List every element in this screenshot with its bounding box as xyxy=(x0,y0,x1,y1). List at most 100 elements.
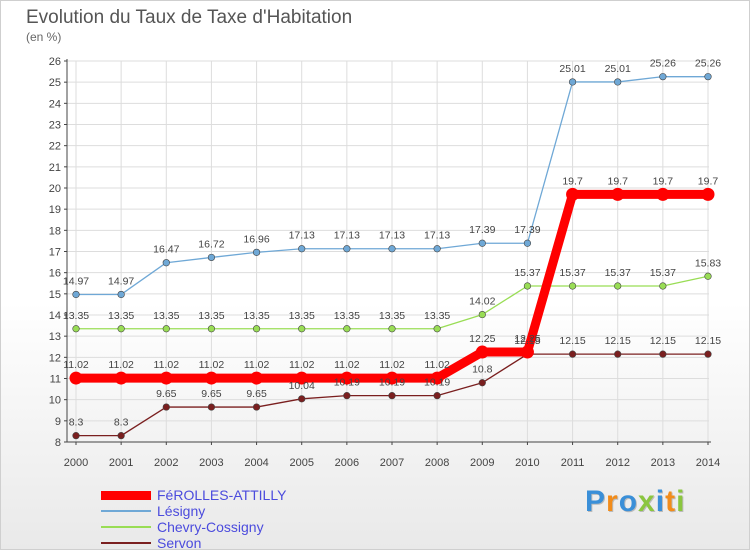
x-tick-label: 2011 xyxy=(561,457,585,469)
data-label: 12.15 xyxy=(605,335,631,347)
data-label: 17.13 xyxy=(289,230,315,242)
data-label: 11.02 xyxy=(334,359,360,371)
data-label: 13.35 xyxy=(243,310,269,322)
legend-label: Lésigny xyxy=(157,503,206,519)
data-point xyxy=(659,350,667,358)
data-point xyxy=(704,272,712,280)
x-tick-label: 2005 xyxy=(289,457,313,469)
data-label: 12.25 xyxy=(469,333,495,345)
data-label: 10.04 xyxy=(289,380,315,392)
logo-letter: x xyxy=(638,485,656,518)
data-label: 13.35 xyxy=(153,310,179,322)
x-tick-label: 2009 xyxy=(470,457,494,469)
data-point xyxy=(659,282,667,290)
y-tick-label: 25 xyxy=(49,77,61,89)
y-tick-label: 21 xyxy=(49,162,61,174)
data-point xyxy=(343,325,351,333)
legend-item-lesigny: Lésigny xyxy=(101,503,286,519)
data-point xyxy=(117,325,125,333)
data-label: 13.35 xyxy=(198,310,224,322)
data-label: 16.96 xyxy=(243,233,269,245)
data-point xyxy=(343,245,351,253)
y-tick-label: 15 xyxy=(49,289,61,301)
x-tick-label: 2010 xyxy=(515,457,539,469)
data-label: 15.37 xyxy=(559,267,585,279)
y-tick-label: 26 xyxy=(49,56,61,68)
data-point xyxy=(523,282,532,290)
data-label: 16.72 xyxy=(198,238,224,250)
legend-label: Servon xyxy=(157,535,202,551)
data-label: 16.47 xyxy=(153,244,179,256)
data-point xyxy=(250,371,264,385)
y-tick-label: 16 xyxy=(49,268,61,280)
x-tick-label: 2004 xyxy=(244,457,268,469)
data-point xyxy=(388,325,396,333)
data-label: 9.65 xyxy=(201,388,222,400)
proxiti-logo: Proxiti xyxy=(585,485,685,519)
data-label: 14.02 xyxy=(469,296,495,308)
y-tick-label: 20 xyxy=(49,183,61,195)
y-tick-label: 19 xyxy=(49,204,61,216)
data-label: 8.3 xyxy=(69,417,84,429)
data-point xyxy=(614,78,622,86)
data-point xyxy=(207,325,216,333)
logo-letter: t xyxy=(665,485,677,518)
x-tick-label: 2007 xyxy=(380,457,404,469)
data-point xyxy=(114,371,128,385)
data-label: 17.13 xyxy=(424,230,450,242)
data-point xyxy=(704,73,712,81)
data-point xyxy=(659,73,667,81)
data-point xyxy=(523,239,532,247)
data-label: 13.35 xyxy=(108,310,134,322)
legend-label: FéROLLES-ATTILLY xyxy=(157,487,287,503)
data-label: 11.02 xyxy=(244,359,270,371)
legend-item-chevry: Chevry-Cossigny xyxy=(101,519,286,535)
data-point xyxy=(204,371,218,385)
data-point xyxy=(117,432,125,440)
data-label: 8.3 xyxy=(114,417,129,429)
data-label: 15.37 xyxy=(605,267,631,279)
data-label: 14.97 xyxy=(108,275,134,287)
legend-item-servon: Servon xyxy=(101,535,286,551)
data-point xyxy=(159,371,173,385)
data-label: 17.13 xyxy=(379,230,405,242)
data-label: 10.19 xyxy=(334,377,360,389)
y-tick-label: 12 xyxy=(49,352,61,364)
data-label: 9.65 xyxy=(246,388,267,400)
data-label: 13.35 xyxy=(334,310,360,322)
data-label: 25.01 xyxy=(559,63,585,75)
data-point xyxy=(656,187,670,201)
data-label: 12.15 xyxy=(695,335,721,347)
logo-letter: P xyxy=(585,485,607,518)
data-point xyxy=(117,290,125,299)
x-tick-label: 2008 xyxy=(425,457,449,469)
data-point xyxy=(433,392,441,400)
data-label: 19.7 xyxy=(653,175,674,187)
data-point xyxy=(704,350,712,358)
unit-label: (en %) xyxy=(26,30,62,44)
data-point xyxy=(388,392,396,400)
data-label: 19.7 xyxy=(698,175,719,187)
data-label: 10.19 xyxy=(379,377,405,389)
data-label: 11.02 xyxy=(154,359,180,371)
y-tick-label: 22 xyxy=(49,141,61,153)
data-label: 13.35 xyxy=(424,310,450,322)
data-point xyxy=(343,392,351,400)
y-tick-label: 8 xyxy=(55,437,61,449)
x-tick-label: 2014 xyxy=(696,457,720,469)
data-point xyxy=(430,371,444,385)
x-tick-label: 2000 xyxy=(64,457,88,469)
data-point xyxy=(252,325,261,333)
data-label: 17.39 xyxy=(469,224,495,236)
data-label: 12.15 xyxy=(559,335,585,347)
x-tick-label: 2002 xyxy=(154,457,178,469)
data-point xyxy=(298,245,306,253)
y-tick-label: 9 xyxy=(55,416,61,428)
data-label: 10.19 xyxy=(424,377,450,389)
data-point xyxy=(475,345,489,359)
data-label: 17.39 xyxy=(514,224,540,236)
legend-swatch xyxy=(101,526,151,528)
data-point xyxy=(478,379,486,387)
data-point xyxy=(701,187,715,201)
